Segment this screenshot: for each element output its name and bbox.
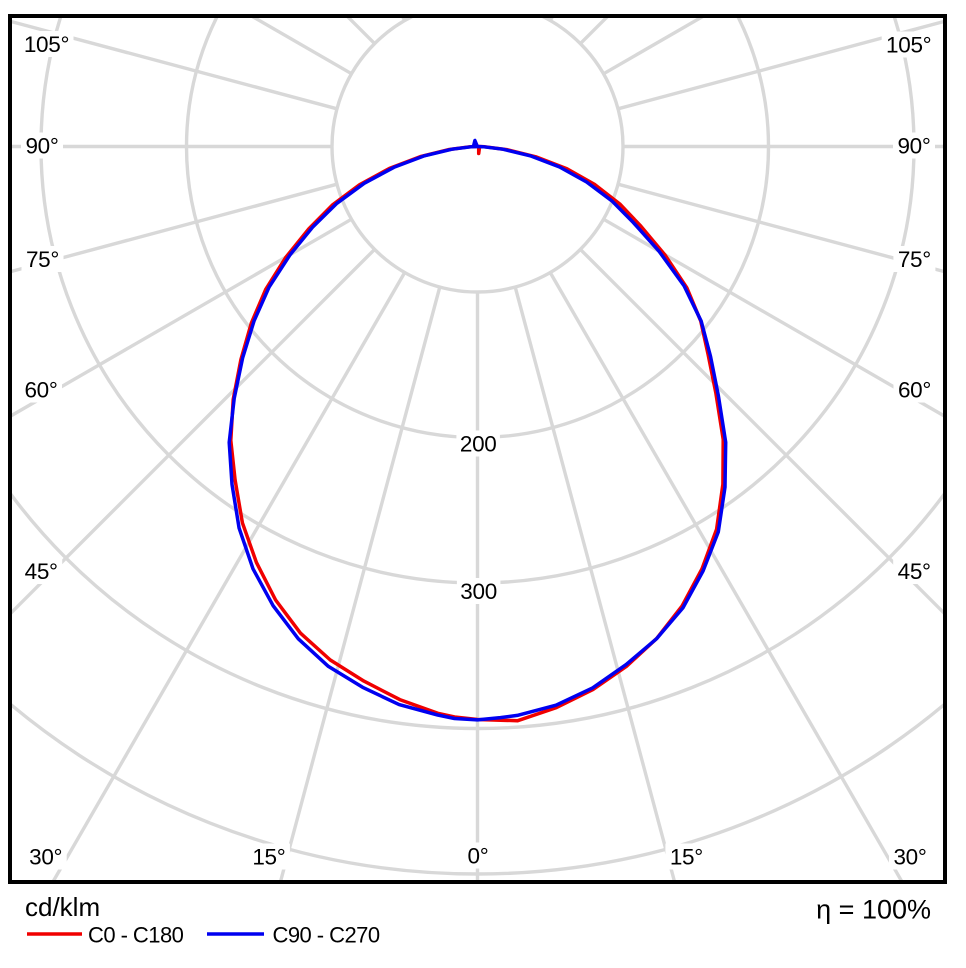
svg-text:75°: 75°	[898, 247, 931, 272]
svg-text:0°: 0°	[468, 844, 489, 869]
svg-text:C0 - C180: C0 - C180	[88, 923, 184, 948]
svg-text:C90 - C270: C90 - C270	[273, 923, 380, 948]
svg-text:200: 200	[460, 432, 497, 457]
svg-text:60°: 60°	[24, 378, 57, 403]
svg-text:90°: 90°	[25, 134, 58, 159]
svg-text:105°: 105°	[886, 33, 931, 58]
svg-text:90°: 90°	[897, 134, 930, 159]
svg-text:75°: 75°	[26, 247, 59, 272]
svg-text:300: 300	[460, 579, 497, 604]
svg-text:15°: 15°	[670, 845, 703, 870]
svg-text:45°: 45°	[25, 559, 58, 584]
svg-text:105°: 105°	[24, 32, 69, 57]
svg-text:30°: 30°	[893, 845, 926, 870]
svg-text:η = 100%: η = 100%	[816, 895, 931, 925]
svg-text:cd/klm: cd/klm	[25, 892, 100, 922]
svg-text:60°: 60°	[898, 378, 931, 403]
svg-text:45°: 45°	[898, 559, 931, 584]
svg-text:15°: 15°	[252, 845, 285, 870]
svg-text:30°: 30°	[29, 845, 62, 870]
